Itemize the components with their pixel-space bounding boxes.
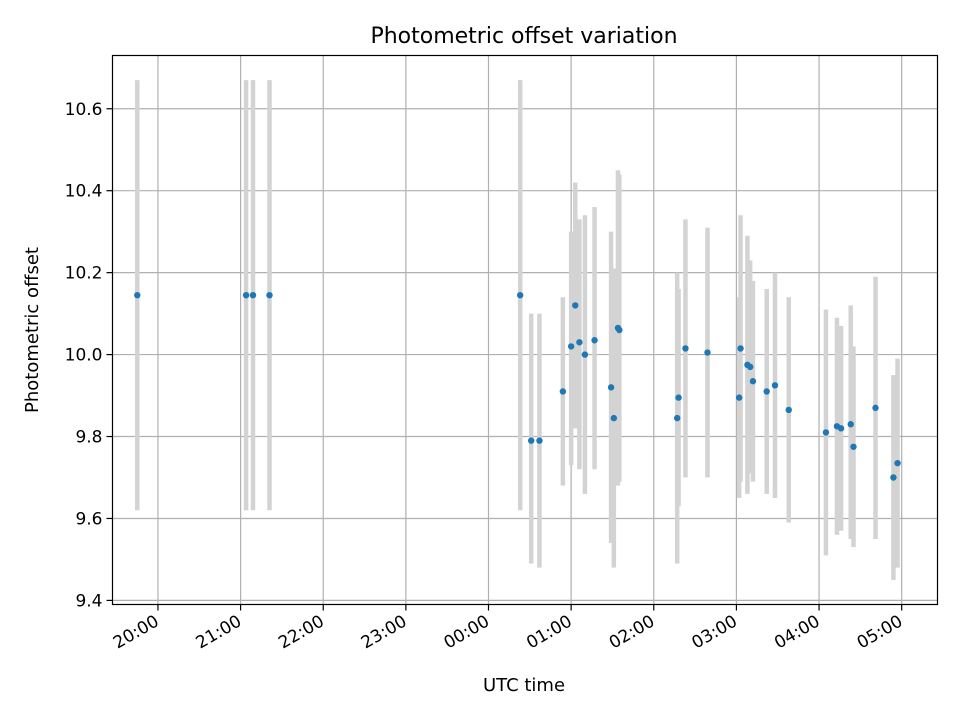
data-point xyxy=(673,414,681,422)
data-point xyxy=(134,291,141,299)
data-point xyxy=(559,388,567,395)
data-point xyxy=(607,384,615,391)
y-tick-label: 10.0 xyxy=(65,346,103,366)
data-point xyxy=(785,406,792,414)
data-point xyxy=(737,345,744,352)
data-point xyxy=(704,349,711,356)
data-point xyxy=(682,345,689,352)
data-point xyxy=(266,291,273,299)
y-tick-label: 9.8 xyxy=(75,428,102,448)
data-point xyxy=(675,394,682,401)
data-point xyxy=(822,429,830,436)
data-point xyxy=(610,414,618,422)
data-points xyxy=(134,291,901,481)
y-tick-label: 10.6 xyxy=(65,100,103,120)
data-point xyxy=(749,378,757,385)
data-point xyxy=(890,474,897,481)
y-tick-label: 9.4 xyxy=(75,591,102,611)
x-axis-label: UTC time xyxy=(483,675,565,696)
y-axis-label: Photometric offset xyxy=(22,247,43,413)
data-point xyxy=(872,404,879,412)
data-point xyxy=(847,421,854,428)
data-point xyxy=(746,363,754,371)
data-point xyxy=(735,394,743,401)
data-point xyxy=(516,291,524,299)
chart-title: Photometric offset variation xyxy=(370,24,677,49)
data-point xyxy=(850,443,857,450)
data-point xyxy=(567,343,575,350)
data-point xyxy=(536,437,543,444)
data-point xyxy=(837,425,845,432)
data-point xyxy=(591,337,598,344)
data-point xyxy=(572,302,579,309)
y-tick-label: 10.4 xyxy=(65,182,103,202)
plot-frame xyxy=(111,54,939,606)
y-axis: 9.4 9.6 9.8 10.0 10.2 10.4 10.6 xyxy=(65,100,113,611)
y-tick-label: 9.6 xyxy=(75,509,102,529)
data-point xyxy=(763,388,770,395)
data-point xyxy=(249,291,257,299)
data-point xyxy=(576,339,583,346)
data-point xyxy=(242,291,250,299)
data-point xyxy=(616,326,623,334)
data-point xyxy=(581,351,589,358)
data-point xyxy=(527,437,535,444)
data-point xyxy=(894,459,901,467)
y-tick-label: 10.2 xyxy=(65,264,103,284)
data-point xyxy=(771,382,779,389)
